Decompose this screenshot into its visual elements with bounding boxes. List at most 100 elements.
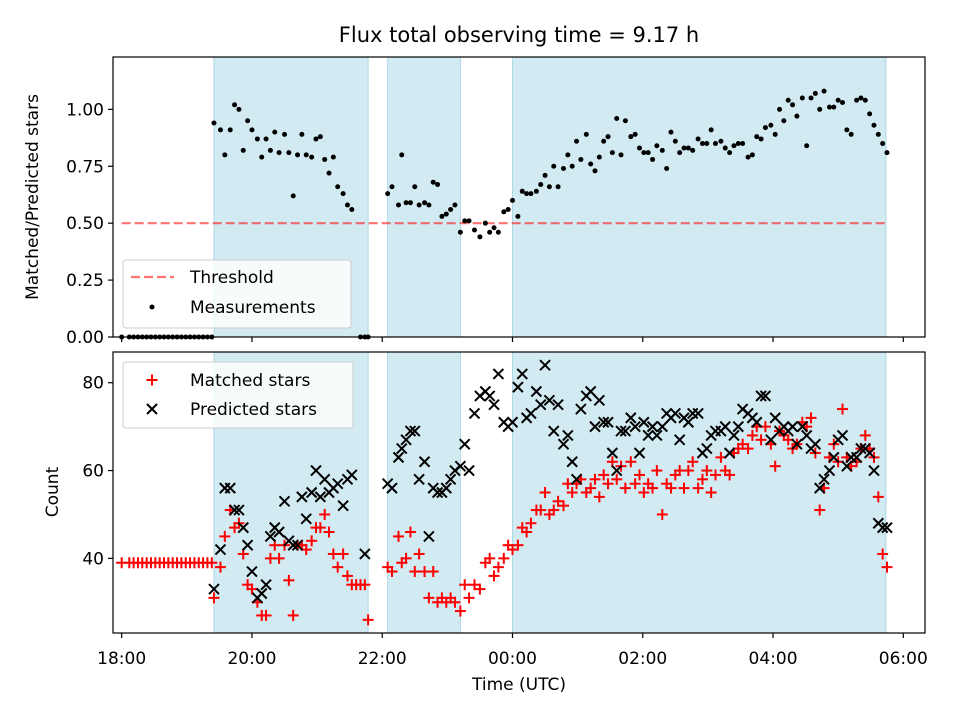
measurement-point <box>718 138 724 144</box>
chart-title: Flux total observing time = 9.17 h <box>339 23 699 47</box>
bottom-y-axis: 40 60 80 <box>82 374 113 569</box>
matched-star-point <box>558 500 570 512</box>
predicted-star-point <box>386 482 398 494</box>
measurement-point <box>636 145 642 151</box>
x-tick-label: 20:00 <box>227 649 276 669</box>
bottom-panel: 40 60 80 18:00 20:00 22:00 00:00 02:00 04:00 06:… <box>43 351 928 669</box>
matched-star-point <box>535 504 547 516</box>
measurement-point <box>349 207 355 213</box>
matched-star-point <box>602 478 614 490</box>
predicted-star-point <box>841 460 853 472</box>
matched-star-point <box>314 522 326 534</box>
measurement-point <box>681 145 687 151</box>
measurement-point <box>592 168 598 174</box>
matched-star-point <box>872 491 884 503</box>
predicted-star-point <box>224 482 236 494</box>
predicted-star-point <box>818 473 830 486</box>
legend-label: Matched stars <box>190 371 310 391</box>
legend-label: Threshold <box>189 268 274 288</box>
predicted-star-point <box>208 583 220 595</box>
predicted-star-point <box>602 416 614 428</box>
y-tick-label: 0.00 <box>66 328 104 348</box>
matched-star-point <box>769 460 781 472</box>
predicted-star-point <box>606 447 619 459</box>
measurement-point <box>601 138 607 144</box>
measurement-point <box>295 152 301 158</box>
matched-star-point <box>449 596 461 608</box>
predicted-star-point <box>759 390 772 402</box>
predicted-star-point <box>656 420 669 433</box>
matched-star-point <box>724 469 736 481</box>
matched-star-point <box>323 526 335 538</box>
measurement-point <box>389 184 395 190</box>
measurement-point <box>232 102 238 108</box>
measurement-point <box>777 106 783 112</box>
predicted-star-point <box>589 420 601 433</box>
measurement-point <box>435 181 441 187</box>
matched-star-point <box>611 473 623 485</box>
predicted-star-point <box>651 429 663 442</box>
matched-star-point <box>459 579 471 591</box>
measurement-point <box>614 115 620 121</box>
predicted-star-point <box>300 513 312 525</box>
measurement-point <box>217 127 223 133</box>
matched-star-point <box>619 482 631 494</box>
measurement-point <box>505 207 511 213</box>
measurement-point <box>804 143 810 149</box>
predicted-star-point <box>273 526 285 538</box>
measurement-point <box>515 213 521 219</box>
y-tick-label: 1.00 <box>66 100 104 120</box>
predicted-star-point <box>256 587 268 600</box>
measurement-point <box>448 207 454 213</box>
measurement-point <box>466 218 472 224</box>
measurement-point <box>491 225 497 231</box>
predicted-star-point <box>396 442 408 455</box>
top-axes-frame <box>112 56 926 338</box>
predicted-star-point <box>305 486 318 499</box>
predicted-star-point <box>246 565 258 578</box>
predicted-star-point <box>431 486 444 499</box>
measurement-point <box>605 134 611 140</box>
predicted-star-point <box>765 434 777 446</box>
measurement-point <box>430 179 436 185</box>
measurement-point <box>236 106 242 112</box>
predicted-star-point <box>512 381 524 393</box>
measurement-point <box>672 138 678 144</box>
predicted-star-point <box>868 464 880 477</box>
legend-label: Measurements <box>190 298 316 318</box>
matched-star-point <box>287 609 299 621</box>
measurement-point <box>309 154 315 160</box>
matched-star-point <box>589 473 601 485</box>
measurement-point <box>452 202 458 208</box>
predicted-star-point <box>214 543 227 556</box>
measurement-point <box>659 147 665 153</box>
x-tick-label: 00:00 <box>488 649 537 669</box>
measurement-point <box>267 147 273 153</box>
measurement-point <box>685 145 691 151</box>
measurement-point <box>704 141 710 147</box>
matched-star-point <box>566 487 578 498</box>
predicted-star-point <box>332 478 344 490</box>
matched-star-point <box>400 552 412 564</box>
measurement-point <box>276 150 282 156</box>
matched-star-point <box>206 557 218 569</box>
matched-star-point <box>327 548 339 560</box>
measurement-point <box>227 127 233 133</box>
measurement-point <box>422 200 428 206</box>
matched-star-point <box>409 566 421 578</box>
x-tick-label: 02:00 <box>618 649 667 669</box>
predicted-star-point <box>719 420 731 433</box>
predicted-star-point <box>346 469 358 481</box>
predicted-star-point <box>813 482 826 494</box>
measurement-point <box>790 102 796 108</box>
matched-star-point <box>427 566 439 578</box>
predicted-star-point <box>314 491 327 503</box>
measurement-point <box>282 131 288 137</box>
predicted-star-point <box>633 447 646 459</box>
measurement-point <box>867 111 873 117</box>
measurement-point <box>622 118 628 124</box>
shaded-interval <box>511 56 887 338</box>
measurement-point <box>768 122 774 128</box>
predicted-star-point <box>800 429 813 442</box>
predicted-star-point <box>535 398 547 411</box>
